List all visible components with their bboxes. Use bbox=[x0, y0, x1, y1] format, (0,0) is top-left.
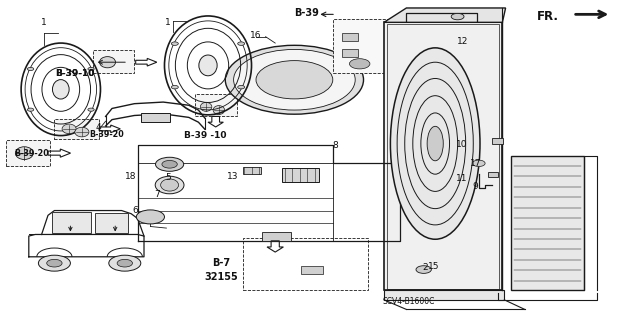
Ellipse shape bbox=[156, 176, 184, 194]
Text: 15: 15 bbox=[428, 262, 440, 271]
Text: B-39-20: B-39-20 bbox=[14, 149, 49, 158]
Ellipse shape bbox=[390, 48, 480, 239]
Text: 1: 1 bbox=[41, 18, 46, 27]
Bar bbox=[282, 168, 319, 182]
Circle shape bbox=[416, 266, 431, 273]
Text: SCV4-B1600C: SCV4-B1600C bbox=[382, 297, 435, 306]
Circle shape bbox=[47, 259, 62, 267]
Bar bbox=[141, 113, 170, 122]
Bar bbox=[52, 212, 91, 233]
Bar bbox=[54, 119, 99, 139]
Ellipse shape bbox=[161, 179, 179, 191]
Text: B-39: B-39 bbox=[294, 8, 319, 19]
Text: 12: 12 bbox=[457, 37, 468, 46]
Circle shape bbox=[172, 85, 179, 89]
Text: 4: 4 bbox=[95, 123, 100, 132]
Ellipse shape bbox=[199, 55, 217, 76]
Circle shape bbox=[172, 42, 179, 45]
Polygon shape bbox=[384, 8, 506, 22]
Circle shape bbox=[28, 67, 34, 70]
Bar bbox=[195, 94, 237, 116]
Ellipse shape bbox=[52, 80, 69, 99]
Text: 1: 1 bbox=[165, 18, 170, 27]
Text: 10: 10 bbox=[456, 140, 468, 149]
Text: 11: 11 bbox=[456, 174, 468, 182]
Circle shape bbox=[156, 157, 184, 171]
Circle shape bbox=[117, 259, 132, 267]
Circle shape bbox=[234, 49, 355, 110]
Ellipse shape bbox=[62, 124, 76, 134]
Circle shape bbox=[38, 255, 70, 271]
Bar bbox=[243, 167, 261, 174]
Text: 13: 13 bbox=[227, 172, 238, 181]
Circle shape bbox=[256, 61, 333, 99]
Circle shape bbox=[451, 13, 464, 20]
Bar bbox=[243, 238, 368, 290]
Polygon shape bbox=[384, 290, 504, 300]
Text: 9: 9 bbox=[473, 182, 478, 191]
Text: 2: 2 bbox=[423, 263, 428, 272]
Bar bbox=[511, 156, 584, 290]
Bar bbox=[492, 138, 503, 144]
Circle shape bbox=[472, 160, 485, 167]
Circle shape bbox=[136, 210, 164, 224]
Text: 18: 18 bbox=[125, 172, 137, 181]
Text: 6: 6 bbox=[133, 206, 138, 215]
Text: 32155: 32155 bbox=[204, 271, 237, 282]
Text: B-7: B-7 bbox=[212, 258, 230, 268]
Bar bbox=[342, 33, 358, 41]
Bar bbox=[6, 140, 50, 166]
Text: B-39-10: B-39-10 bbox=[54, 69, 94, 78]
Bar bbox=[301, 266, 323, 274]
Text: B-39-20: B-39-20 bbox=[90, 130, 124, 139]
Bar bbox=[488, 172, 498, 177]
Ellipse shape bbox=[213, 106, 225, 115]
Bar bbox=[262, 232, 291, 241]
Text: 17: 17 bbox=[470, 160, 481, 168]
Circle shape bbox=[237, 42, 244, 45]
Bar bbox=[333, 19, 394, 73]
Circle shape bbox=[109, 255, 141, 271]
Ellipse shape bbox=[427, 126, 444, 161]
Ellipse shape bbox=[75, 127, 89, 137]
Text: FR.: FR. bbox=[537, 10, 559, 23]
Text: 16: 16 bbox=[250, 31, 262, 40]
Ellipse shape bbox=[15, 147, 33, 160]
Circle shape bbox=[88, 67, 94, 70]
Circle shape bbox=[162, 160, 177, 168]
Bar bbox=[342, 49, 358, 57]
Circle shape bbox=[28, 108, 34, 111]
Ellipse shape bbox=[200, 102, 212, 111]
Circle shape bbox=[225, 45, 364, 114]
Text: B-39 -10: B-39 -10 bbox=[184, 131, 226, 140]
Ellipse shape bbox=[100, 57, 116, 68]
Circle shape bbox=[88, 108, 94, 111]
Bar bbox=[384, 22, 502, 290]
Bar bbox=[93, 50, 134, 73]
Text: 7: 7 bbox=[154, 190, 159, 199]
Bar bbox=[387, 24, 499, 289]
Bar bbox=[95, 213, 128, 233]
Circle shape bbox=[349, 59, 370, 69]
Text: 5: 5 bbox=[165, 173, 170, 182]
Text: B-39-10: B-39-10 bbox=[54, 69, 94, 78]
Circle shape bbox=[237, 85, 244, 89]
Text: 8: 8 bbox=[333, 141, 338, 150]
